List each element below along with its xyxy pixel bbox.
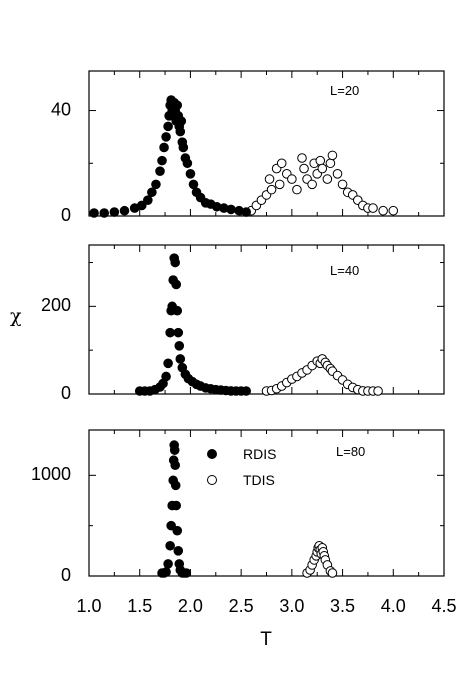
data-point-tdis bbox=[373, 386, 383, 396]
data-point-tdis bbox=[317, 163, 328, 174]
series-rdis bbox=[89, 95, 252, 218]
data-point-tdis bbox=[327, 568, 338, 578]
data-point-rdis bbox=[151, 179, 161, 190]
data-point-rdis bbox=[163, 358, 173, 369]
data-point-rdis bbox=[173, 327, 184, 338]
y-axis-label: χ bbox=[10, 305, 22, 327]
legend-marker-rdis bbox=[207, 449, 217, 459]
data-point-rdis bbox=[175, 354, 186, 364]
x-tick-label: 3.5 bbox=[330, 596, 355, 616]
data-point-rdis bbox=[161, 132, 171, 142]
data-point-rdis bbox=[181, 568, 192, 578]
data-point-rdis bbox=[175, 126, 186, 137]
data-point-rdis bbox=[136, 200, 147, 211]
panel-label: L=80 bbox=[336, 444, 365, 459]
data-point-tdis bbox=[315, 155, 326, 166]
data-point-tdis bbox=[264, 174, 275, 184]
x-tick-label: 1.0 bbox=[76, 596, 101, 616]
data-point-rdis bbox=[173, 546, 184, 556]
data-point-rdis bbox=[174, 340, 185, 351]
plot-frame bbox=[88, 244, 445, 395]
y-tick-label: 0 bbox=[61, 565, 71, 585]
data-point-rdis bbox=[147, 187, 157, 198]
data-point-rdis bbox=[172, 305, 183, 316]
data-point-rdis bbox=[172, 100, 183, 111]
data-point-rdis bbox=[155, 166, 165, 176]
data-point-rdis bbox=[172, 525, 183, 536]
data-point-rdis bbox=[161, 567, 171, 577]
x-axis-label: T bbox=[260, 629, 272, 650]
data-point-rdis bbox=[161, 371, 171, 382]
data-point-tdis bbox=[378, 205, 388, 216]
data-point-rdis bbox=[165, 327, 175, 338]
panel-l20: L=20 0 40 bbox=[51, 70, 445, 225]
x-tick-label: 4.0 bbox=[381, 596, 406, 616]
data-point-rdis bbox=[171, 279, 182, 290]
data-point-tdis bbox=[292, 184, 302, 195]
panel-l80: L=80 RDIS TDIS T 0 1000 1.0 1.5 2.0 2.5 3.0 3.5… bbox=[31, 429, 457, 650]
panel-label: L=20 bbox=[330, 83, 359, 98]
data-point-rdis bbox=[176, 116, 187, 126]
series-rdis bbox=[157, 440, 192, 578]
series-tdis bbox=[261, 354, 383, 396]
series-tdis bbox=[246, 150, 399, 216]
x-tick-label: 1.5 bbox=[127, 596, 152, 616]
x-tick-label: 2.5 bbox=[229, 596, 254, 616]
data-point-rdis bbox=[241, 207, 252, 217]
data-point-rdis bbox=[170, 460, 181, 471]
data-point-tdis bbox=[368, 203, 378, 213]
data-point-rdis bbox=[185, 169, 196, 179]
panel-label: L=40 bbox=[330, 263, 359, 278]
x-tick-label: 3.0 bbox=[279, 596, 304, 616]
data-point-rdis bbox=[226, 204, 236, 215]
data-point-rdis bbox=[182, 158, 193, 169]
data-point-rdis bbox=[163, 121, 173, 132]
data-point-tdis bbox=[287, 174, 297, 184]
data-point-rdis bbox=[157, 155, 167, 166]
legend-label-rdis: RDIS bbox=[243, 446, 276, 462]
x-tick-label: 2.0 bbox=[178, 596, 203, 616]
data-point-rdis bbox=[89, 208, 99, 218]
y-tick-label: 0 bbox=[61, 383, 71, 403]
data-point-rdis bbox=[171, 500, 182, 511]
data-point-rdis bbox=[109, 207, 120, 217]
y-tick-label: 200 bbox=[41, 295, 71, 315]
panel-l40: L=40 χ 0 200 bbox=[10, 244, 445, 403]
series-rdis bbox=[134, 253, 252, 396]
legend-label-tdis: TDIS bbox=[243, 472, 275, 488]
data-point-rdis bbox=[166, 520, 176, 531]
data-point-rdis bbox=[170, 257, 181, 268]
data-point-tdis bbox=[332, 169, 343, 179]
data-point-rdis bbox=[159, 142, 169, 153]
data-point-tdis bbox=[337, 179, 348, 190]
y-tick-label: 40 bbox=[51, 99, 71, 119]
data-point-tdis bbox=[307, 179, 317, 190]
data-point-rdis bbox=[178, 142, 189, 153]
legend-marker-tdis bbox=[207, 475, 217, 485]
data-point-rdis bbox=[170, 480, 181, 491]
data-point-rdis bbox=[165, 540, 175, 551]
data-point-rdis bbox=[119, 205, 130, 216]
data-point-rdis bbox=[188, 179, 199, 190]
data-point-tdis bbox=[299, 163, 309, 174]
data-point-tdis bbox=[274, 179, 285, 190]
data-point-tdis bbox=[327, 150, 338, 161]
y-tick-label: 1000 bbox=[31, 464, 71, 484]
data-point-tdis bbox=[322, 174, 333, 184]
data-point-tdis bbox=[388, 205, 399, 216]
data-point-rdis bbox=[143, 195, 153, 205]
data-point-tdis bbox=[276, 158, 287, 169]
data-point-rdis bbox=[241, 386, 252, 396]
data-point-rdis bbox=[163, 559, 173, 569]
data-point-tdis bbox=[297, 153, 307, 163]
legend: RDIS TDIS bbox=[207, 446, 276, 488]
x-tick-label: 4.5 bbox=[431, 596, 456, 616]
data-point-rdis bbox=[99, 208, 110, 218]
data-point-rdis bbox=[169, 445, 180, 455]
y-tick-label: 0 bbox=[61, 205, 71, 225]
data-point-tdis bbox=[266, 184, 277, 195]
data-point-tdis bbox=[325, 158, 336, 169]
series-tdis bbox=[302, 540, 338, 578]
